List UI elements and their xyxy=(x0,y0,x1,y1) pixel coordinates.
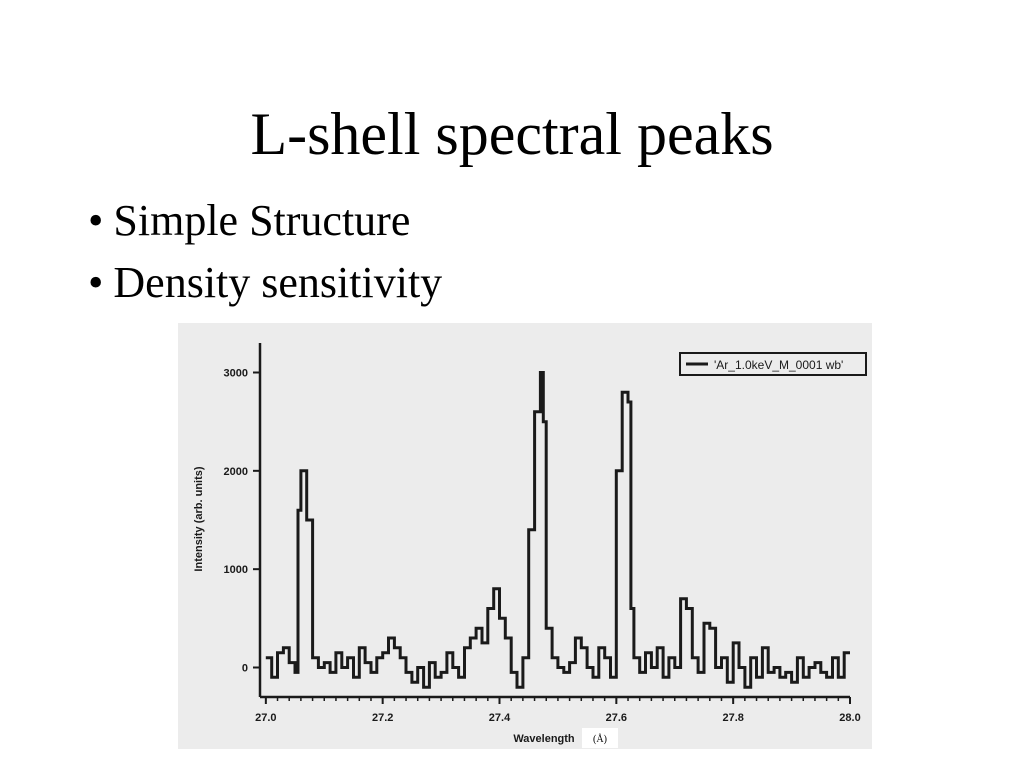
x-tick-label: 27.0 xyxy=(255,712,276,724)
x-axis-label: Wavelength xyxy=(513,733,575,745)
y-tick-label: 2000 xyxy=(224,466,248,478)
bullet-text: Density sensitivity xyxy=(113,258,443,307)
bullet-text: Simple Structure xyxy=(113,196,411,245)
y-tick-label: 3000 xyxy=(224,368,248,380)
spectrum-figure: 27.0 27.2 27.4 27.6 27.8 28.0 0 1000 2000 3000 'A… xyxy=(178,323,872,749)
x-tick-label: 27.4 xyxy=(489,712,511,724)
y-tick-label: 0 xyxy=(242,663,248,675)
legend-label: 'Ar_1.0keV_M_0001 wb' xyxy=(714,358,843,372)
slide-title: L-shell spectral peaks xyxy=(250,101,774,167)
legend-box xyxy=(679,352,867,376)
y-axis-label: Intensity (arb. units) xyxy=(193,466,205,571)
chart-legend: 'Ar_1.0keV_M_0001 wb' xyxy=(679,352,867,376)
x-axis-unit: (Å) xyxy=(593,733,607,745)
x-tick-label: 27.8 xyxy=(722,712,743,724)
bullet-item: • Density sensitivity xyxy=(88,252,442,314)
chart-axes xyxy=(258,343,850,699)
x-axis-unit-box xyxy=(582,728,618,748)
y-tick-label: 1000 xyxy=(224,564,248,576)
bullet-dot: • xyxy=(88,196,104,245)
bullet-list: • Simple Structure • Density sensitivity xyxy=(88,190,442,314)
bullet-dot: • xyxy=(88,258,104,307)
bullet-item: • Simple Structure xyxy=(88,190,442,252)
x-tick-label: 28.0 xyxy=(839,712,860,724)
x-tick-label: 27.2 xyxy=(372,712,393,724)
spectrum-series-line xyxy=(265,371,850,689)
chart-ticks: 27.0 27.2 27.4 27.6 27.8 28.0 0 1000 2000 3000 xyxy=(224,368,861,725)
x-tick-label: 27.6 xyxy=(606,712,627,724)
spectrum-chart: 27.0 27.2 27.4 27.6 27.8 28.0 0 1000 2000 3000 'A… xyxy=(193,343,867,748)
